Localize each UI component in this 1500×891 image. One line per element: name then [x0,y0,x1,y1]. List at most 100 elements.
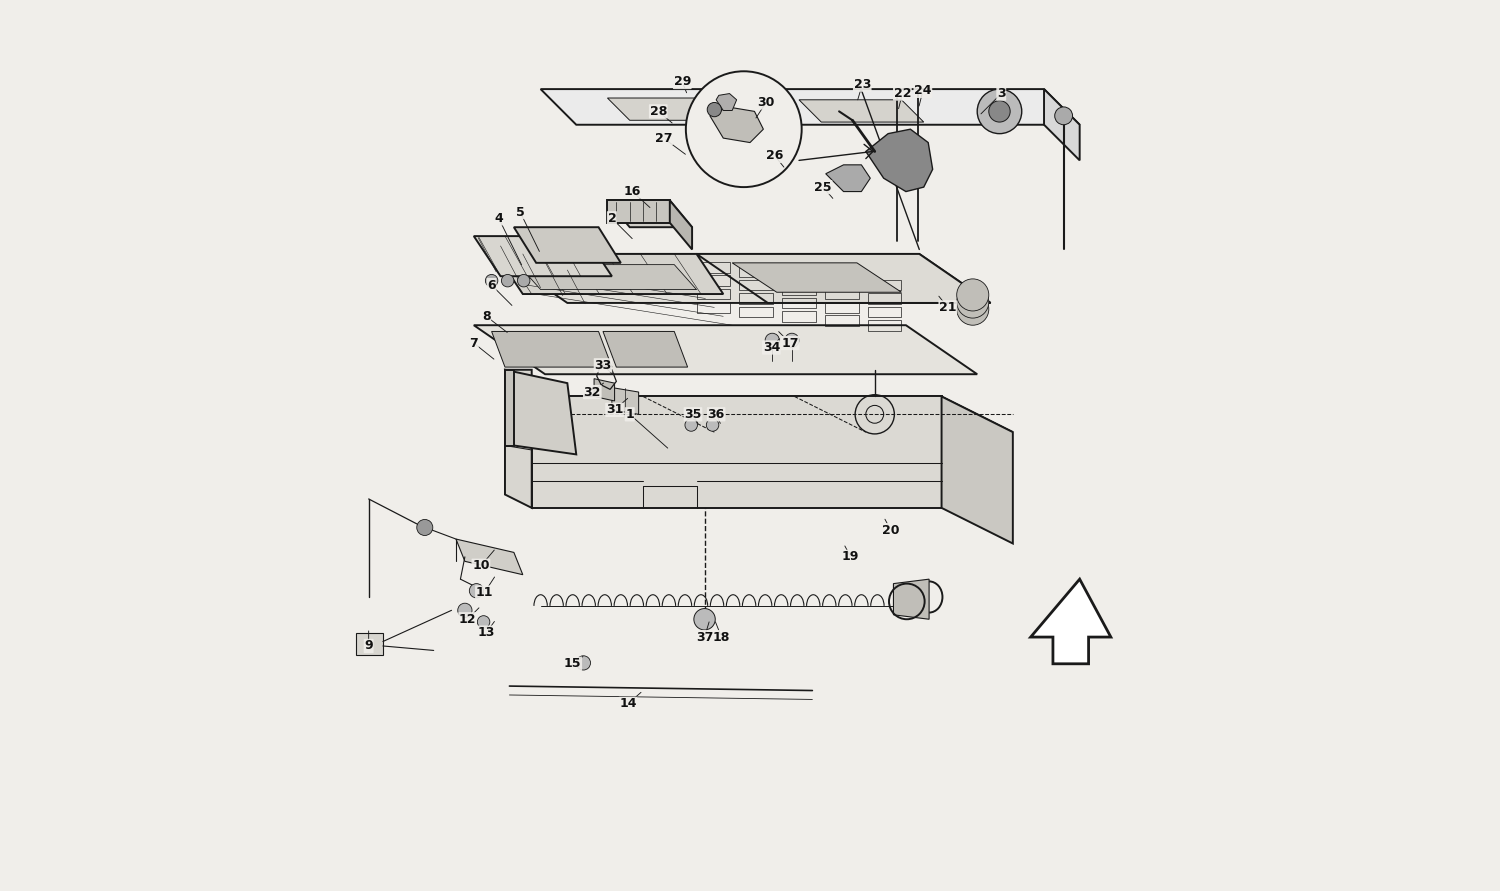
Bar [825,315,858,326]
Polygon shape [825,165,870,192]
Circle shape [470,584,483,598]
Text: 20: 20 [882,524,900,536]
Polygon shape [496,254,723,294]
Circle shape [486,274,498,287]
Bar [740,293,772,304]
Polygon shape [474,325,976,374]
Bar [825,302,858,313]
Text: 28: 28 [650,105,668,118]
Circle shape [576,656,591,670]
Text: 3: 3 [998,87,1005,100]
Polygon shape [496,254,990,303]
Polygon shape [603,331,687,367]
Circle shape [477,616,490,628]
Circle shape [686,71,801,187]
Polygon shape [716,94,736,110]
Text: 26: 26 [766,150,783,162]
Bar [782,311,816,322]
Bar [696,275,730,286]
Text: 19: 19 [842,551,860,563]
Text: 2: 2 [608,212,616,225]
Text: 37: 37 [696,631,712,643]
Text: 34: 34 [762,341,780,354]
Text: 4: 4 [495,212,502,225]
Text: 15: 15 [564,658,582,670]
Text: 33: 33 [594,359,612,372]
Circle shape [706,102,722,117]
Text: 23: 23 [853,78,871,91]
Circle shape [706,419,718,431]
Bar [356,633,382,655]
Circle shape [417,519,434,535]
Text: 24: 24 [914,85,932,97]
Circle shape [686,419,698,431]
Polygon shape [670,200,692,249]
Bar [740,307,772,317]
Bar [782,271,816,282]
Circle shape [957,279,988,311]
Polygon shape [612,388,639,414]
Circle shape [765,333,780,347]
Polygon shape [696,254,990,303]
Text: 12: 12 [459,613,477,625]
Bar [782,284,816,295]
Polygon shape [474,236,612,276]
Bar [867,307,901,317]
Text: 27: 27 [656,132,672,144]
Text: 14: 14 [620,698,636,710]
Text: 10: 10 [472,560,489,572]
Text: 17: 17 [782,337,800,349]
Circle shape [784,333,800,347]
Text: 8: 8 [482,310,490,323]
Circle shape [957,293,988,325]
Text: 22: 22 [894,87,910,100]
Polygon shape [540,89,1080,125]
Text: 1: 1 [626,408,634,421]
Bar [740,280,772,290]
Polygon shape [531,396,942,508]
Text: 21: 21 [939,301,957,314]
Text: 5: 5 [516,206,525,218]
Circle shape [458,603,472,617]
Bar [867,320,901,331]
Text: 30: 30 [758,96,774,109]
Polygon shape [608,200,670,223]
Circle shape [694,609,715,630]
Bar [867,293,901,304]
Polygon shape [506,370,531,508]
Polygon shape [608,200,692,227]
Polygon shape [1030,579,1112,664]
Text: 6: 6 [488,279,496,291]
Polygon shape [594,379,615,401]
Text: 13: 13 [477,626,495,639]
Circle shape [988,101,1010,122]
Circle shape [957,286,988,318]
Polygon shape [1044,89,1080,160]
Polygon shape [531,396,1013,432]
Bar [825,275,858,286]
Polygon shape [732,263,902,292]
Text: 9: 9 [364,640,374,652]
Polygon shape [506,370,576,454]
Text: 35: 35 [684,408,702,421]
Bar [696,262,730,273]
Text: 29: 29 [674,76,692,88]
Text: 16: 16 [624,185,640,198]
Bar [867,280,901,290]
Text: 11: 11 [476,586,494,599]
Polygon shape [514,227,621,263]
Text: 25: 25 [815,181,833,193]
Bar [696,289,730,299]
Polygon shape [506,370,515,446]
Text: 18: 18 [712,631,730,643]
Text: 31: 31 [606,404,624,416]
Bar [740,266,772,277]
Polygon shape [942,396,1012,544]
Text: 32: 32 [584,386,602,398]
Polygon shape [865,129,933,192]
Polygon shape [800,100,924,122]
Polygon shape [894,579,928,619]
Polygon shape [608,98,800,120]
Polygon shape [710,107,764,143]
Circle shape [1054,107,1072,125]
